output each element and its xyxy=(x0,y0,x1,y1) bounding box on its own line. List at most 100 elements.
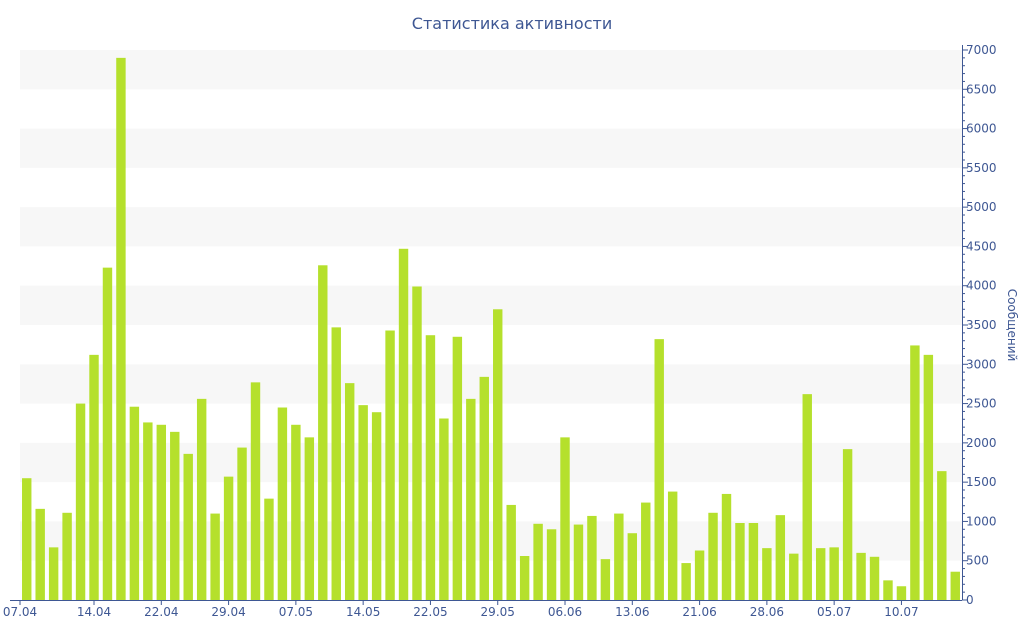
bar[interactable] xyxy=(385,330,395,601)
bar[interactable] xyxy=(170,431,180,600)
grid-band xyxy=(20,207,962,247)
bar[interactable] xyxy=(627,533,638,600)
bar[interactable] xyxy=(546,529,557,600)
bar[interactable] xyxy=(48,547,59,600)
chart-title: Статистика активности xyxy=(411,14,613,33)
bar[interactable] xyxy=(654,339,664,600)
bar[interactable] xyxy=(116,57,126,601)
x-tick-label: 05.07 xyxy=(817,605,851,619)
bar[interactable] xyxy=(883,580,893,600)
grid-band xyxy=(20,285,962,325)
x-tick-label: 29.04 xyxy=(211,605,245,619)
y-tick-label: 2000 xyxy=(966,436,997,450)
bar[interactable] xyxy=(775,515,786,600)
bar[interactable] xyxy=(667,491,678,600)
bar[interactable] xyxy=(250,382,261,600)
bar[interactable] xyxy=(22,478,32,600)
bar[interactable] xyxy=(210,513,220,600)
bar[interactable] xyxy=(89,354,99,600)
bar[interactable] xyxy=(318,265,328,600)
x-tick-label: 07.05 xyxy=(279,605,313,619)
bar[interactable] xyxy=(75,403,86,600)
bar[interactable] xyxy=(62,512,72,600)
bar[interactable] xyxy=(829,547,839,600)
bar[interactable] xyxy=(237,447,247,600)
bar[interactable] xyxy=(789,553,799,600)
bar[interactable] xyxy=(129,406,140,600)
bar[interactable] xyxy=(856,552,866,600)
bar[interactable] xyxy=(533,523,543,600)
bar[interactable] xyxy=(439,418,449,601)
bar[interactable] xyxy=(331,327,341,600)
bar[interactable] xyxy=(950,571,960,600)
bar[interactable] xyxy=(896,586,907,600)
bar[interactable] xyxy=(143,422,153,600)
bar[interactable] xyxy=(156,424,167,600)
x-tick-label: 14.05 xyxy=(346,605,380,619)
bar[interactable] xyxy=(600,559,611,600)
x-tick-label: 29.05 xyxy=(481,605,515,619)
bar[interactable] xyxy=(735,523,745,600)
bar[interactable] xyxy=(815,548,826,600)
bar[interactable] xyxy=(493,309,503,600)
x-tick-label: 10.07 xyxy=(884,605,918,619)
y-tick-label: 3000 xyxy=(966,357,997,371)
bar[interactable] xyxy=(641,502,651,600)
bar[interactable] xyxy=(264,498,274,600)
y-tick-label: 4000 xyxy=(966,279,997,293)
bar[interactable] xyxy=(614,513,624,600)
y-tick-label: 6500 xyxy=(966,82,997,96)
bar[interactable] xyxy=(937,471,947,600)
bar[interactable] xyxy=(587,515,597,600)
bar[interactable] xyxy=(425,335,436,600)
bar[interactable] xyxy=(466,398,476,600)
y-axis-label: Сообщений xyxy=(1005,289,1019,362)
bar[interactable] xyxy=(560,437,570,600)
y-tick-label: 0 xyxy=(966,593,974,607)
grid-band xyxy=(20,128,962,168)
bar[interactable] xyxy=(869,556,880,600)
bar[interactable] xyxy=(183,453,193,600)
bar[interactable] xyxy=(802,394,812,600)
bar[interactable] xyxy=(196,398,207,600)
bar[interactable] xyxy=(842,449,853,600)
bar[interactable] xyxy=(748,523,759,600)
bar[interactable] xyxy=(102,267,113,600)
bar[interactable] xyxy=(291,424,301,600)
bar[interactable] xyxy=(277,407,288,601)
bar[interactable] xyxy=(452,336,463,600)
x-tick-label: 22.05 xyxy=(413,605,447,619)
bar-series xyxy=(22,57,960,601)
bar[interactable] xyxy=(398,248,409,601)
x-tick-label: 21.06 xyxy=(682,605,716,619)
bar[interactable] xyxy=(708,512,718,600)
bar[interactable] xyxy=(923,354,934,600)
grid-band xyxy=(20,364,962,404)
bar[interactable] xyxy=(721,493,732,600)
bar[interactable] xyxy=(371,412,382,600)
bar[interactable] xyxy=(479,376,489,600)
x-tick-label: 14.04 xyxy=(77,605,111,619)
bar[interactable] xyxy=(762,548,772,600)
bar[interactable] xyxy=(573,524,584,600)
bar[interactable] xyxy=(304,437,315,600)
bar[interactable] xyxy=(681,563,691,600)
bar[interactable] xyxy=(519,556,530,600)
bar[interactable] xyxy=(910,345,920,600)
bar[interactable] xyxy=(358,405,368,600)
x-tick-label: 28.06 xyxy=(750,605,784,619)
bar[interactable] xyxy=(694,550,705,601)
y-tick-label: 3500 xyxy=(966,318,997,332)
y-tick-label: 7000 xyxy=(966,43,997,57)
y-tick-label: 6000 xyxy=(966,122,997,136)
y-tick-label: 1000 xyxy=(966,514,997,528)
x-tick-label: 22.04 xyxy=(144,605,178,619)
bar[interactable] xyxy=(344,383,355,600)
x-axis-ticks: 07.04 14.04 22.04 29.04 07.05 14.05 22.05 29.05… xyxy=(3,600,919,619)
bar[interactable] xyxy=(506,504,516,600)
bar[interactable] xyxy=(412,286,422,601)
bar[interactable] xyxy=(35,508,45,600)
axes xyxy=(10,45,963,601)
bar[interactable] xyxy=(223,476,234,600)
